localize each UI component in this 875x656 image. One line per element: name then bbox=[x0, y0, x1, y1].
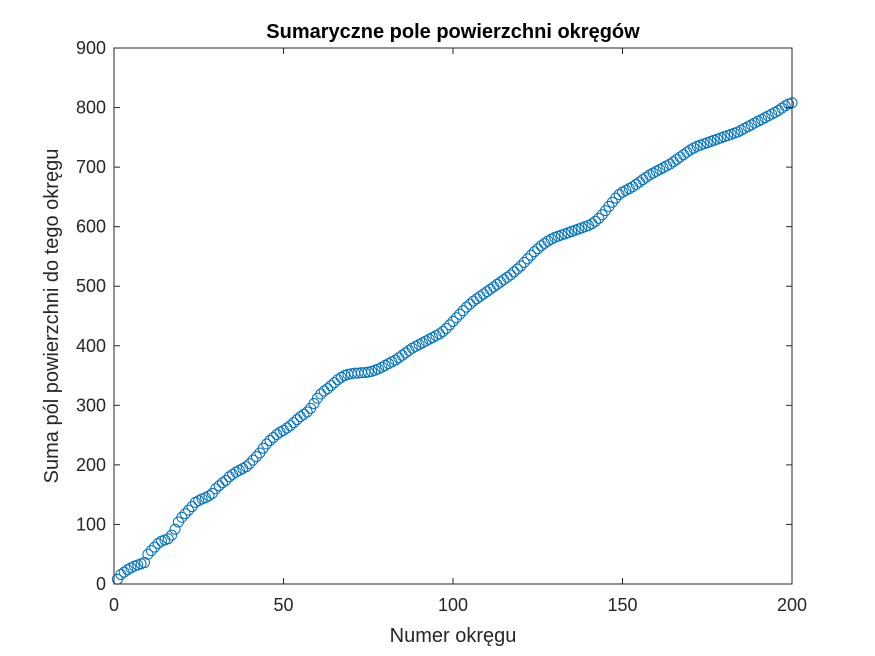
data-point bbox=[586, 218, 598, 230]
data-point bbox=[267, 431, 279, 443]
data-point bbox=[433, 328, 445, 340]
data-point bbox=[501, 271, 513, 283]
data-point bbox=[511, 263, 523, 275]
data-point bbox=[179, 508, 191, 520]
data-point bbox=[440, 323, 452, 335]
data-point bbox=[203, 490, 215, 502]
data-point bbox=[359, 367, 371, 379]
y-axis: 0 100 200 300 400 500 600 700 800 900 bbox=[76, 38, 792, 594]
x-axis: 0 50 100 150 200 bbox=[109, 48, 807, 615]
data-point bbox=[183, 504, 195, 516]
y-tick-label: 900 bbox=[76, 38, 106, 58]
data-point bbox=[152, 538, 164, 550]
data-point bbox=[454, 308, 466, 320]
data-point bbox=[457, 305, 469, 317]
data-point bbox=[589, 215, 601, 227]
x-tick-label: 0 bbox=[109, 595, 119, 615]
data-point bbox=[437, 325, 449, 337]
data-point bbox=[522, 253, 534, 265]
y-tick-label: 500 bbox=[76, 276, 106, 296]
data-point bbox=[315, 388, 327, 400]
data-point bbox=[447, 315, 459, 327]
y-tick-label: 300 bbox=[76, 395, 106, 415]
x-axis-label: Numer okręgu bbox=[390, 625, 517, 647]
data-point bbox=[532, 243, 544, 255]
data-point bbox=[288, 417, 300, 429]
data-point bbox=[291, 414, 303, 426]
y-axis-label: Suma pól powierzchni do tego okręgu bbox=[41, 149, 63, 484]
data-point bbox=[610, 192, 622, 204]
data-point bbox=[284, 420, 296, 432]
data-point bbox=[362, 366, 374, 378]
data-point bbox=[169, 523, 181, 535]
y-tick-label: 400 bbox=[76, 336, 106, 356]
y-tick-label: 600 bbox=[76, 217, 106, 237]
data-series bbox=[111, 97, 798, 585]
data-point bbox=[311, 392, 323, 404]
data-point bbox=[515, 260, 527, 272]
data-point bbox=[450, 312, 462, 324]
chart-title: Sumaryczne pole powierzchni okręgów bbox=[266, 21, 640, 43]
x-tick-label: 150 bbox=[607, 595, 637, 615]
data-point bbox=[240, 461, 252, 473]
data-point bbox=[298, 408, 310, 420]
data-point bbox=[328, 377, 340, 389]
data-point bbox=[261, 438, 273, 450]
data-point bbox=[593, 212, 605, 224]
data-point bbox=[464, 298, 476, 310]
data-point bbox=[318, 385, 330, 397]
data-point bbox=[528, 246, 540, 258]
data-point bbox=[166, 529, 178, 541]
data-point bbox=[301, 406, 313, 418]
data-point bbox=[461, 301, 473, 313]
data-point bbox=[142, 548, 154, 560]
data-point bbox=[505, 269, 517, 281]
data-point bbox=[325, 380, 337, 392]
data-point bbox=[213, 480, 225, 492]
data-point bbox=[186, 501, 198, 513]
data-point bbox=[508, 266, 520, 278]
data-point bbox=[149, 541, 161, 553]
y-tick-label: 800 bbox=[76, 98, 106, 118]
data-point bbox=[525, 249, 537, 261]
x-tick-label: 200 bbox=[777, 595, 807, 615]
data-point bbox=[308, 398, 320, 410]
data-point bbox=[444, 319, 456, 331]
data-point bbox=[264, 434, 276, 446]
data-point bbox=[210, 483, 222, 495]
data-point bbox=[162, 533, 174, 545]
y-tick-label: 0 bbox=[96, 574, 106, 594]
data-point bbox=[247, 454, 259, 466]
y-tick-label: 200 bbox=[76, 455, 106, 475]
data-point bbox=[518, 256, 530, 268]
data-point bbox=[596, 209, 608, 221]
y-tick-label: 100 bbox=[76, 514, 106, 534]
data-point bbox=[257, 442, 269, 454]
x-tick-label: 50 bbox=[273, 595, 293, 615]
data-point bbox=[145, 545, 157, 557]
data-point bbox=[281, 422, 293, 434]
data-point bbox=[176, 511, 188, 523]
data-point bbox=[220, 474, 232, 486]
data-point bbox=[606, 196, 618, 208]
y-tick-label: 700 bbox=[76, 157, 106, 177]
data-point bbox=[250, 451, 262, 463]
x-tick-label: 100 bbox=[438, 595, 468, 615]
data-point bbox=[603, 200, 615, 212]
data-point bbox=[216, 477, 228, 489]
data-point bbox=[322, 383, 334, 395]
data-point bbox=[244, 458, 256, 470]
data-point bbox=[600, 205, 612, 217]
